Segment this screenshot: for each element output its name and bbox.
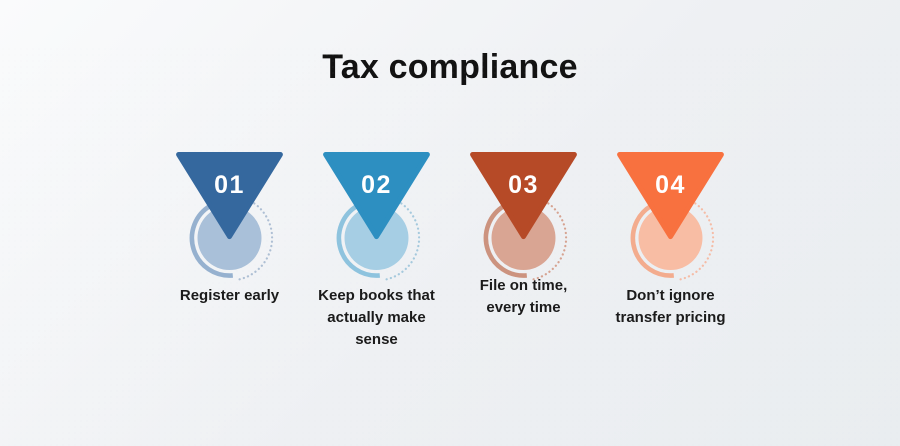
step-graphic: 02 [323,152,430,281]
progress-ring-arc [189,203,234,278]
step-item: 03 File on time, every time [450,140,597,351]
step-graphic: 04 [617,152,724,281]
step-number: 01 [214,171,245,199]
steps-row: 01 Register early 02 Keep books that actu… [0,140,900,351]
progress-ring-arc [483,203,528,278]
step-label-line: every time [486,299,561,316]
triangle-marker [470,152,577,240]
triangle-marker [176,152,283,240]
step-label: Keep books that actually make sense [318,285,435,351]
step-number: 03 [508,171,539,199]
step-label-line: Don’t ignore [626,287,715,304]
page-title: Tax compliance [322,48,578,86]
step-label: File on time, every time [480,275,568,319]
step-number: 04 [655,171,686,199]
step-graphic: 01 [176,152,283,281]
infographic-canvas: { "title": "Tax compliance", "colors": {… [0,46,900,446]
step-label-line: Register early [179,287,280,304]
step-item: 04 Don’t ignore transfer pricing [597,140,744,351]
step-label: Register early [180,285,279,307]
triangle-marker [323,152,430,240]
step-label-line: File on time, [479,277,568,294]
progress-ring-arc [336,203,381,278]
step-label-line: sense [355,331,398,348]
step-label-line: actually make [327,309,426,326]
step-item: 02 Keep books that actually make sense [303,140,450,351]
dotted-ring-arc [678,195,715,281]
triangle-marker [617,152,724,240]
dotted-ring-arc [531,195,568,281]
step-label-line: transfer pricing [615,309,726,326]
step-item: 01 Register early [156,140,303,351]
step-number: 02 [361,171,392,199]
step-graphic: 03 [470,152,577,281]
dotted-ring-arc [237,195,274,281]
step-label: Don’t ignore transfer pricing [615,285,725,329]
step-label-line: Keep books that [318,287,435,304]
progress-ring-arc [630,203,675,278]
dotted-ring-arc [384,195,421,281]
